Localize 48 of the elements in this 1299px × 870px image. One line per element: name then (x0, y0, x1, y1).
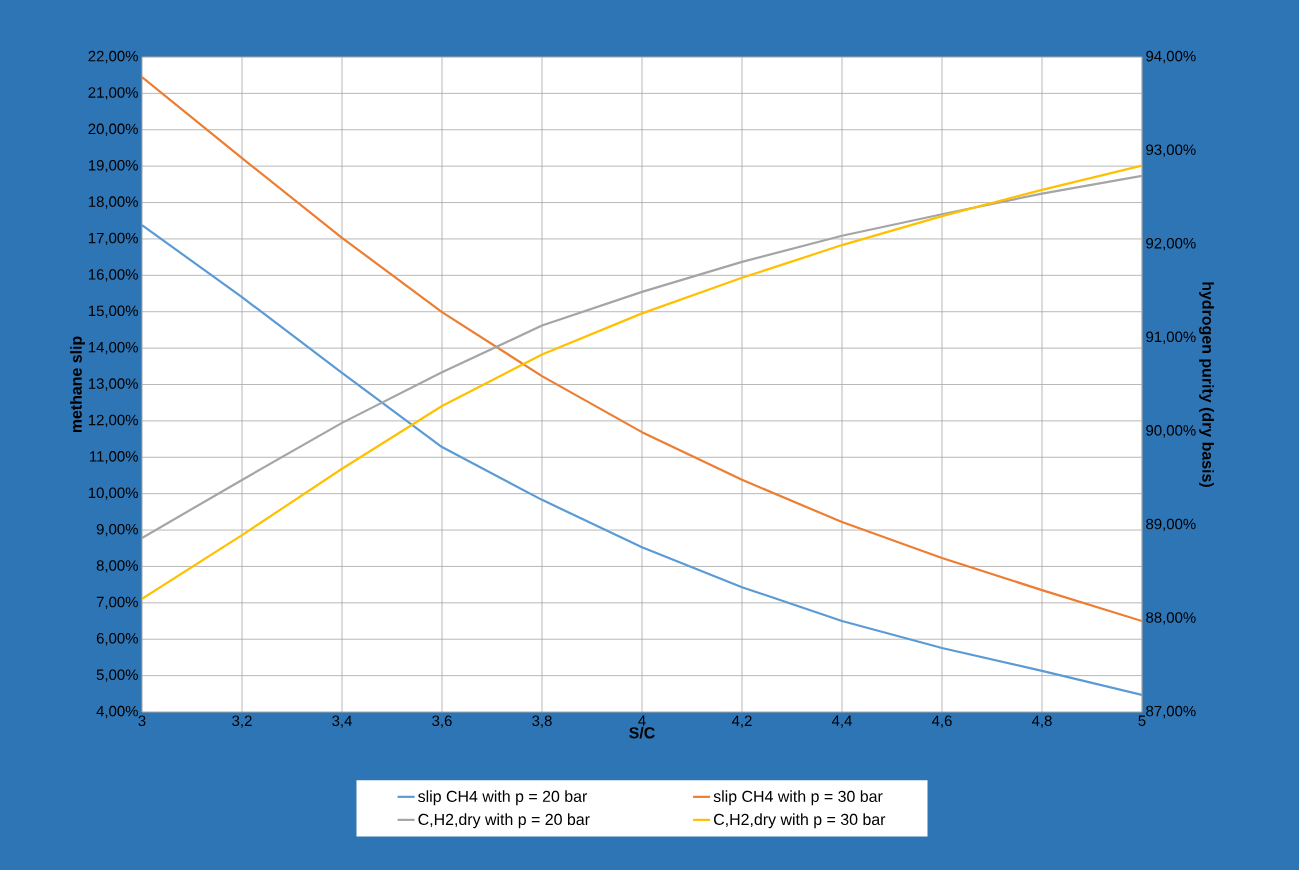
line-series (142, 75, 1142, 623)
y-tick-label: 14,00% (88, 341, 138, 355)
y-tick-label: 21,00% (88, 87, 138, 100)
legend-label: C,H2,dry with p = 30 bar (714, 813, 886, 829)
y-tick-label: 15,00% (88, 305, 138, 318)
legend-label: slip CH4 with p = 20 bar (418, 790, 588, 806)
x-tick-label: 3,8 (532, 715, 552, 728)
y2-tick-label: 87,00% (1146, 705, 1196, 719)
y-tick-label: 17,00% (88, 232, 138, 246)
y2-tick-label: 88,00% (1146, 612, 1196, 625)
y2-tick-label: 94,00% (1146, 50, 1196, 64)
x-tick-label: 4,4 (831, 715, 852, 728)
y-tick-label: 4,00% (96, 705, 138, 719)
x-tick-label: 3,6 (432, 715, 452, 728)
y-tick-label: 22,00% (88, 50, 138, 64)
y-tick-label: 12,00% (88, 414, 138, 428)
legend-label: slip CH4 with p = 30 bar (713, 790, 883, 806)
y2-tick-label: 91,00% (1146, 331, 1196, 344)
line-series (142, 224, 1142, 696)
y2-tick-label: 90,00% (1146, 425, 1196, 438)
y-tick-label: 7,00% (96, 596, 138, 609)
y-tick-label: 11,00% (90, 451, 138, 464)
y-tick-label: 20,00% (88, 123, 138, 136)
x-axis-title: S/C (629, 726, 655, 739)
y-tick-label: 10,00% (88, 487, 138, 500)
y-tick-label: 6,00% (96, 633, 138, 646)
y2-tick-label: 93,00% (1146, 144, 1196, 157)
y-tick-label: 5,00% (96, 669, 138, 682)
y-tick-label: 18,00% (88, 196, 138, 209)
y2-axis-title: hydrogen purity (dry basis) (1199, 282, 1214, 487)
y-tick-label: 8,00% (96, 560, 138, 573)
x-tick-label: 3,4 (332, 715, 352, 728)
y-tick-label: 9,00% (96, 523, 138, 537)
x-tick-label: 4,6 (931, 715, 952, 728)
y-tick-label: 19,00% (88, 159, 138, 173)
x-tick-label: 4,8 (1031, 715, 1052, 728)
y-tick-label: 13,00% (88, 378, 138, 391)
y-axis-title: methane slip (70, 336, 85, 433)
legend-label: C,H2,dry with p = 20 bar (418, 813, 590, 829)
x-tick-label: 3 (138, 715, 146, 727)
x-tick-label: 5 (1138, 715, 1146, 726)
x-tick-label: 4 (638, 715, 646, 726)
y2-tick-label: 89,00% (1146, 518, 1196, 532)
x-tick-label: 3,2 (232, 715, 252, 728)
y-tick-label: 16,00% (88, 269, 138, 282)
x-tick-label: 4,2 (731, 715, 752, 728)
y2-tick-label: 92,00% (1146, 237, 1196, 251)
line-series (142, 164, 1142, 600)
